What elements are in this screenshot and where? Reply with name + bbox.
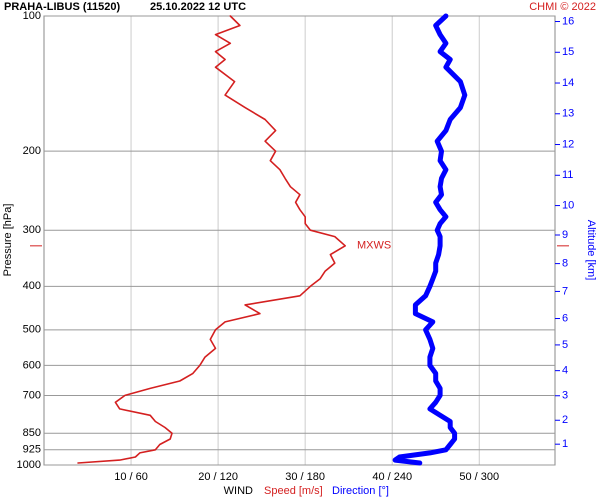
mxws-label: MXWS	[357, 240, 391, 252]
y2-tick-label: 8	[562, 258, 568, 270]
y2-tick-label: 5	[562, 339, 568, 351]
y2-axis-label: Altitude [km]	[585, 220, 597, 281]
y2-tick-label: 15	[562, 46, 574, 58]
y-axis-label: Pressure [hPa]	[2, 204, 14, 277]
y-tick-label: 1000	[17, 459, 41, 471]
profile-line	[77, 15, 346, 464]
x-tick-label: 40 / 240	[372, 471, 412, 483]
y2-tick-label: 16	[562, 15, 574, 27]
x-tick-label: 10 / 60	[114, 471, 148, 483]
legend-label: Direction [°]	[332, 485, 389, 497]
y2-tick-label: 4	[562, 365, 568, 377]
y2-tick-label: 13	[562, 108, 574, 120]
y-tick-label: 400	[23, 280, 41, 292]
y-tick-label: 700	[23, 389, 41, 401]
y-tick-label: 600	[23, 359, 41, 371]
y2-tick-label: 14	[562, 77, 574, 89]
x-tick-label: 30 / 180	[285, 471, 325, 483]
y2-tick-label: 12	[562, 138, 574, 150]
y-tick-label: 300	[23, 224, 41, 236]
y-tick-label: 850	[23, 427, 41, 439]
y2-tick-label: 11	[562, 169, 573, 181]
y2-tick-label: 3	[562, 390, 568, 402]
x-axis-label: WIND	[224, 485, 253, 497]
y2-tick-label: 2	[562, 414, 568, 426]
y2-tick-label: 10	[562, 199, 574, 211]
y-tick-label: 100	[23, 10, 41, 22]
x-tick-label: 50 / 300	[459, 471, 499, 483]
y-tick-label: 925	[23, 444, 41, 456]
credit: CHMI © 2022	[529, 1, 596, 13]
y-tick-label: 500	[23, 324, 41, 336]
chart-subtitle: 25.10.2022 12 UTC	[150, 1, 246, 13]
chart-title: PRAHA-LIBUS (11520)	[4, 1, 120, 13]
legend-label: Speed [m/s]	[264, 485, 323, 497]
y2-tick-label: 7	[562, 285, 568, 297]
y2-tick-label: 6	[562, 312, 568, 324]
y-tick-label: 200	[23, 145, 41, 157]
profile-line	[392, 13, 468, 466]
x-tick-label: 20 / 120	[198, 471, 238, 483]
y2-tick-label: 9	[562, 229, 568, 241]
y2-tick-label: 1	[562, 438, 568, 450]
